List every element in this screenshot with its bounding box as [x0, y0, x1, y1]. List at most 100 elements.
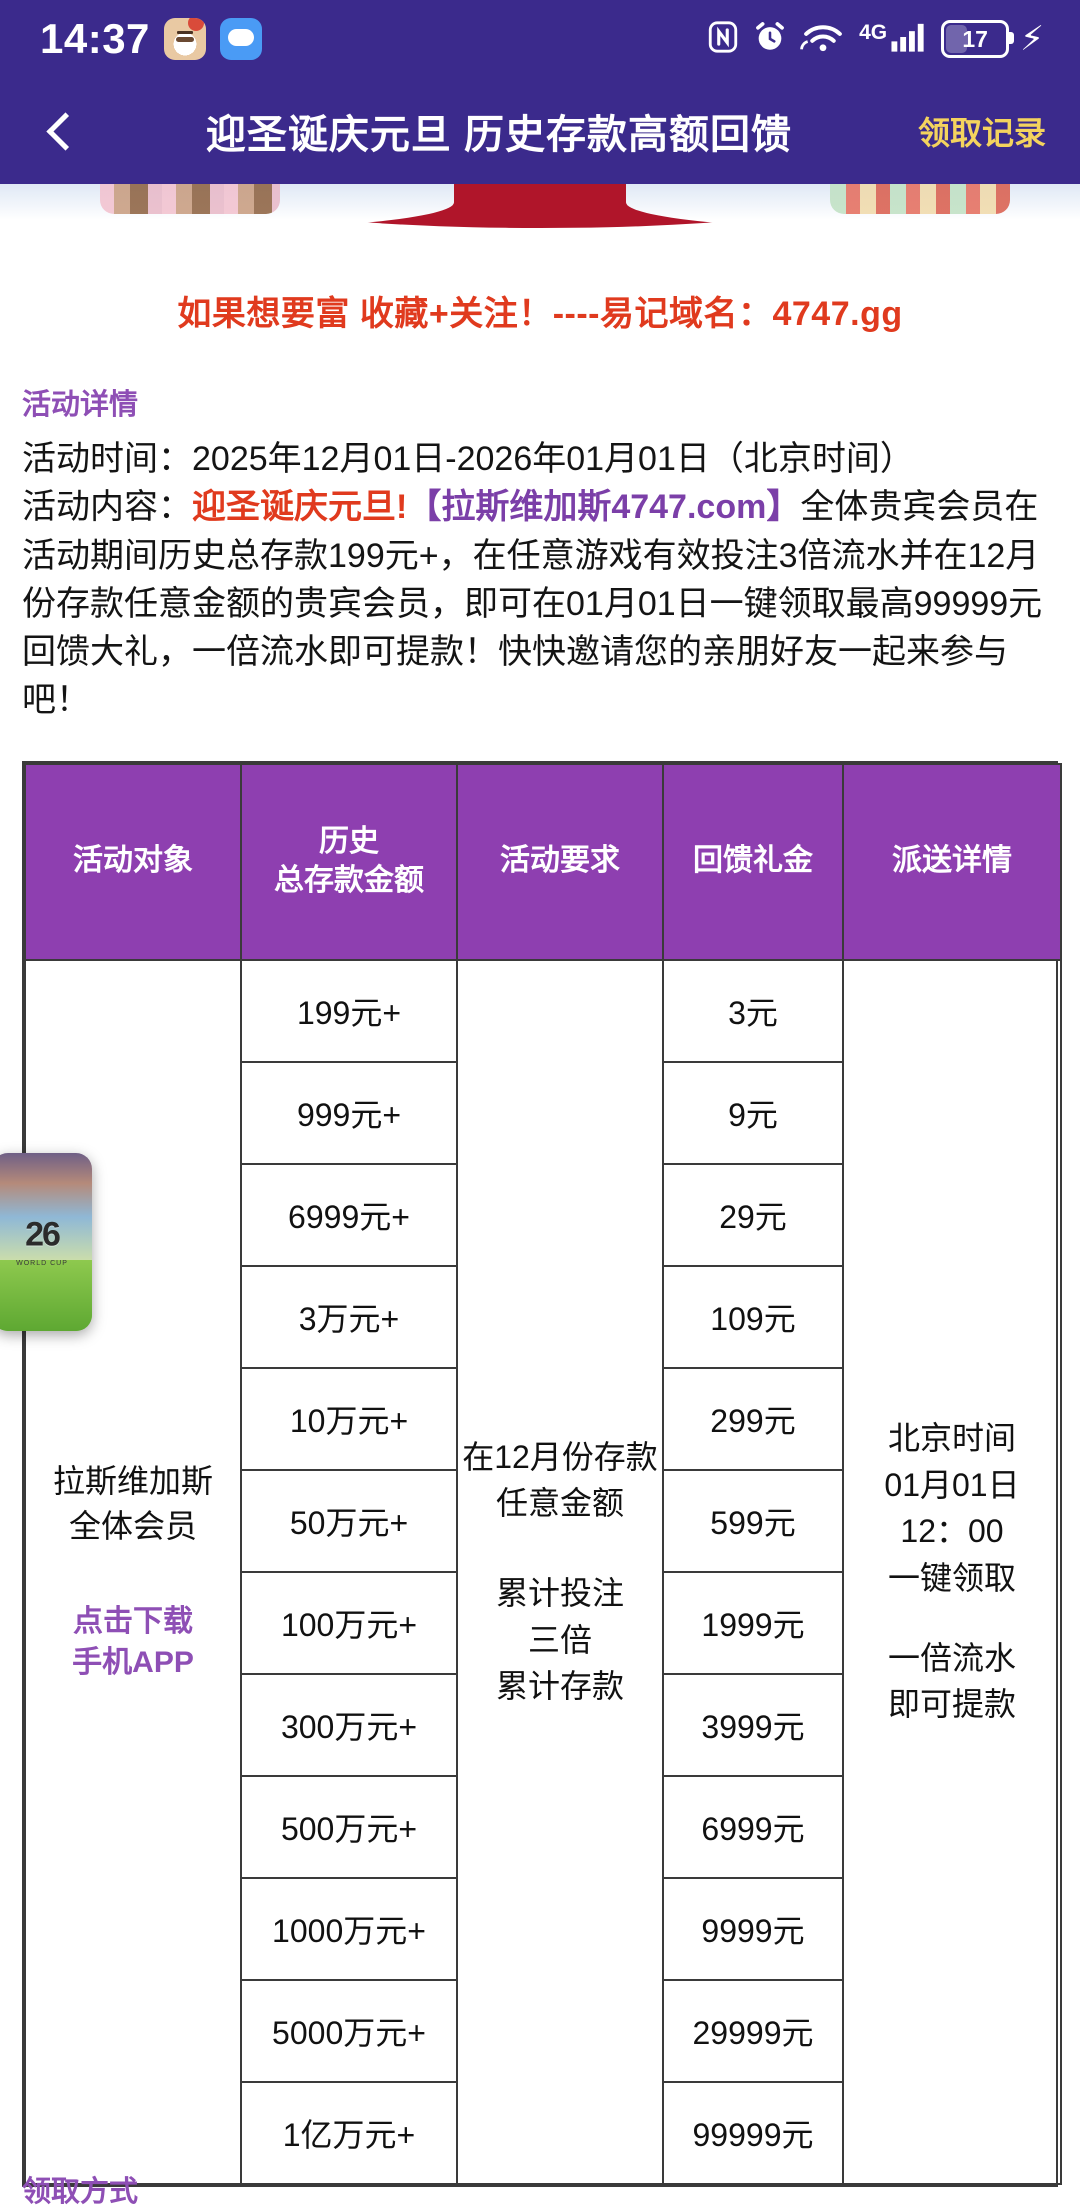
wifi-icon	[800, 20, 846, 59]
cell-gift: 29元	[662, 1162, 844, 1267]
cell-gift: 6999元	[662, 1774, 844, 1879]
activity-details-section: 活动详情 活动时间：2025年12月01日-2026年01月01日（北京时间） …	[0, 381, 1080, 725]
cell-gift: 3元	[662, 958, 844, 1063]
delivery-line2: 01月01日	[884, 1466, 1020, 1503]
rebate-table-body: 拉斯维加斯 全体会员 点击下载 手机APP 199元+ 在12月份存款 任意金额…	[24, 958, 1062, 2185]
nfc-icon	[706, 20, 740, 59]
table-row: 5000万元+ 29999元	[25, 1978, 1061, 2083]
charging-bolt-icon: ⚡	[1020, 20, 1044, 58]
cell-deposit: 10万元+	[240, 1366, 458, 1471]
header-delivery: 派送详情	[842, 762, 1062, 961]
requirement-b2-line1: 累计投注	[495, 1575, 624, 1612]
christmas-banner	[0, 184, 1080, 244]
app-bar: 迎圣诞庆元旦 历史存款高额回馈 领取记录	[0, 78, 1080, 184]
cell-deposit: 3万元+	[240, 1264, 458, 1369]
table-row: 100万元+ 1999元	[25, 1570, 1061, 1675]
cell-gift: 109元	[662, 1264, 844, 1369]
requirement-block-2: 累计投注 三倍 累计存款	[462, 1570, 658, 1709]
activity-content-label: 活动内容：	[22, 488, 192, 527]
header-deposit-line2: 总存款金额	[274, 863, 424, 897]
cell-gift: 29999元	[662, 1978, 844, 2083]
delivery-line1: 北京时间	[887, 1420, 1016, 1457]
rebate-table-wrapper: 活动对象 历史 总存款金额 活动要求 回馈礼金 派送详情 拉斯维加斯 全体会员 …	[22, 760, 1062, 2187]
requirement-b2-line2: 三倍	[527, 1621, 592, 1658]
battery-level-label: 17	[962, 25, 988, 52]
header-gift: 回馈礼金	[662, 762, 844, 961]
cell-deposit: 199元+	[240, 958, 458, 1063]
cell-deposit: 50万元+	[240, 1468, 458, 1573]
cell-subject: 拉斯维加斯 全体会员 点击下载 手机APP	[24, 958, 242, 2185]
header-deposit-line1: 历史	[319, 825, 379, 859]
thumbnail-logo-label: 26	[25, 1215, 61, 1254]
header-deposit: 历史 总存款金额	[240, 762, 458, 961]
activity-content-site-link[interactable]: 【拉斯维加斯4747.com】	[407, 488, 801, 527]
cell-deposit: 300万元+	[240, 1672, 458, 1777]
requirement-b1-line1: 在12月份存款	[462, 1438, 658, 1475]
activity-time-paragraph: 活动时间：2025年12月01日-2026年01月01日（北京时间）	[22, 435, 1058, 483]
cell-gift: 3999元	[662, 1672, 844, 1777]
requirement-block-1: 在12月份存款 任意金额	[462, 1434, 658, 1527]
banner-gifts-left	[100, 184, 280, 214]
status-bar-left: 14:37	[40, 18, 262, 60]
table-row: 10万元+ 299元	[25, 1366, 1061, 1471]
status-bar-right: 4G 17 ⚡	[706, 20, 1044, 59]
table-row: 999元+ 9元	[25, 1060, 1061, 1165]
cell-gift: 1999元	[662, 1570, 844, 1675]
banner-gifts-right	[830, 184, 1010, 214]
cell-deposit: 1000万元+	[240, 1876, 458, 1981]
activity-time-value: 2025年12月01日-2026年01月01日（北京时间）	[192, 440, 914, 478]
delivery-spacer	[848, 1601, 1056, 1635]
header-requirement: 活动要求	[456, 762, 664, 961]
table-row: 1亿万元+ 99999元	[25, 2080, 1061, 2185]
download-app-link[interactable]: 点击下载 手机APP	[30, 1601, 236, 1684]
cell-gift: 299元	[662, 1366, 844, 1471]
cell-requirement: 在12月份存款 任意金额 累计投注 三倍 累计存款	[456, 958, 664, 2185]
table-row: 500万元+ 6999元	[25, 1774, 1061, 1879]
rebate-table-head: 活动对象 历史 总存款金额 活动要求 回馈礼金 派送详情	[24, 762, 1062, 961]
network-type-label: 4G	[859, 20, 888, 44]
cell-deposit: 6999元+	[240, 1162, 458, 1267]
delivery-line4: 一键领取	[887, 1559, 1016, 1596]
table-row: 1000万元+ 9999元	[25, 1876, 1061, 1981]
status-bar: 14:37 4G	[0, 0, 1080, 78]
battery-fill	[946, 25, 968, 53]
cell-deposit: 1亿万元+	[240, 2080, 458, 2185]
activity-details-heading: 活动详情	[22, 389, 139, 421]
table-row: 拉斯维加斯 全体会员 点击下载 手机APP 199元+ 在12月份存款 任意金额…	[24, 958, 1062, 2185]
download-app-line2: 手机APP	[72, 1646, 194, 1680]
requirement-b1-line2: 任意金额	[495, 1485, 624, 1521]
activity-content-body: 全体贵宾会员在活动期间历史总存款199元+，在任意游戏有效投注3倍流水并在12月…	[22, 488, 1043, 720]
chat-app-icon	[219, 18, 262, 60]
floating-video-thumbnail[interactable]: 26 WORLD CUP	[0, 1153, 92, 1331]
delivery-line5: 一倍流水	[887, 1639, 1016, 1676]
page-title: 迎圣诞庆元旦 历史存款高额回馈	[205, 113, 793, 157]
activity-time-label: 活动时间：	[22, 440, 192, 478]
cell-deposit: 999元+	[240, 1060, 458, 1165]
table-row: 3万元+ 109元	[25, 1264, 1061, 1369]
rebate-table: 活动对象 历史 总存款金额 活动要求 回馈礼金 派送详情 拉斯维加斯 全体会员 …	[24, 762, 1062, 2185]
subject-name-line1: 拉斯维加斯	[52, 1463, 213, 1500]
claim-method-heading: 领取方式	[22, 2176, 139, 2208]
delivery-line3: 12：00	[900, 1513, 1004, 1550]
table-row: 300万元+ 3999元	[25, 1672, 1061, 1777]
cell-deposit: 500万元+	[240, 1774, 458, 1879]
chevron-left-icon	[45, 111, 85, 151]
cell-gift: 599元	[662, 1468, 844, 1573]
thumbnail-pitch	[0, 1259, 92, 1331]
header-subject: 活动对象	[24, 762, 242, 961]
activity-content-red-text: 迎圣诞庆元旦!	[192, 488, 408, 527]
cell-delivery: 北京时间 01月01日 12：00 一键领取 一倍流水 即可提款	[842, 958, 1062, 2185]
battery-icon: 17	[941, 20, 1015, 58]
delivery-line6: 即可提款	[887, 1686, 1016, 1723]
alarm-icon	[753, 20, 787, 59]
claim-records-link[interactable]: 领取记录	[917, 115, 1046, 151]
status-bar-clock: 14:37	[40, 15, 150, 62]
requirement-b2-line3: 累计存款	[495, 1668, 624, 1705]
table-header-row: 活动对象 历史 总存款金额 活动要求 回馈礼金 派送详情	[24, 762, 1062, 961]
thumbnail-sub-label: WORLD CUP	[16, 1259, 68, 1267]
signal-icon	[890, 20, 928, 59]
cell-deposit: 5000万元+	[240, 1978, 458, 2083]
dog-app-icon	[163, 18, 206, 60]
promo-domain-line: 如果想要富 收藏+关注！----易记域名：4747.gg	[177, 295, 903, 333]
activity-content-paragraph: 活动内容：迎圣诞庆元旦!【拉斯维加斯4747.com】全体贵宾会员在活动期间历史…	[22, 483, 1058, 724]
